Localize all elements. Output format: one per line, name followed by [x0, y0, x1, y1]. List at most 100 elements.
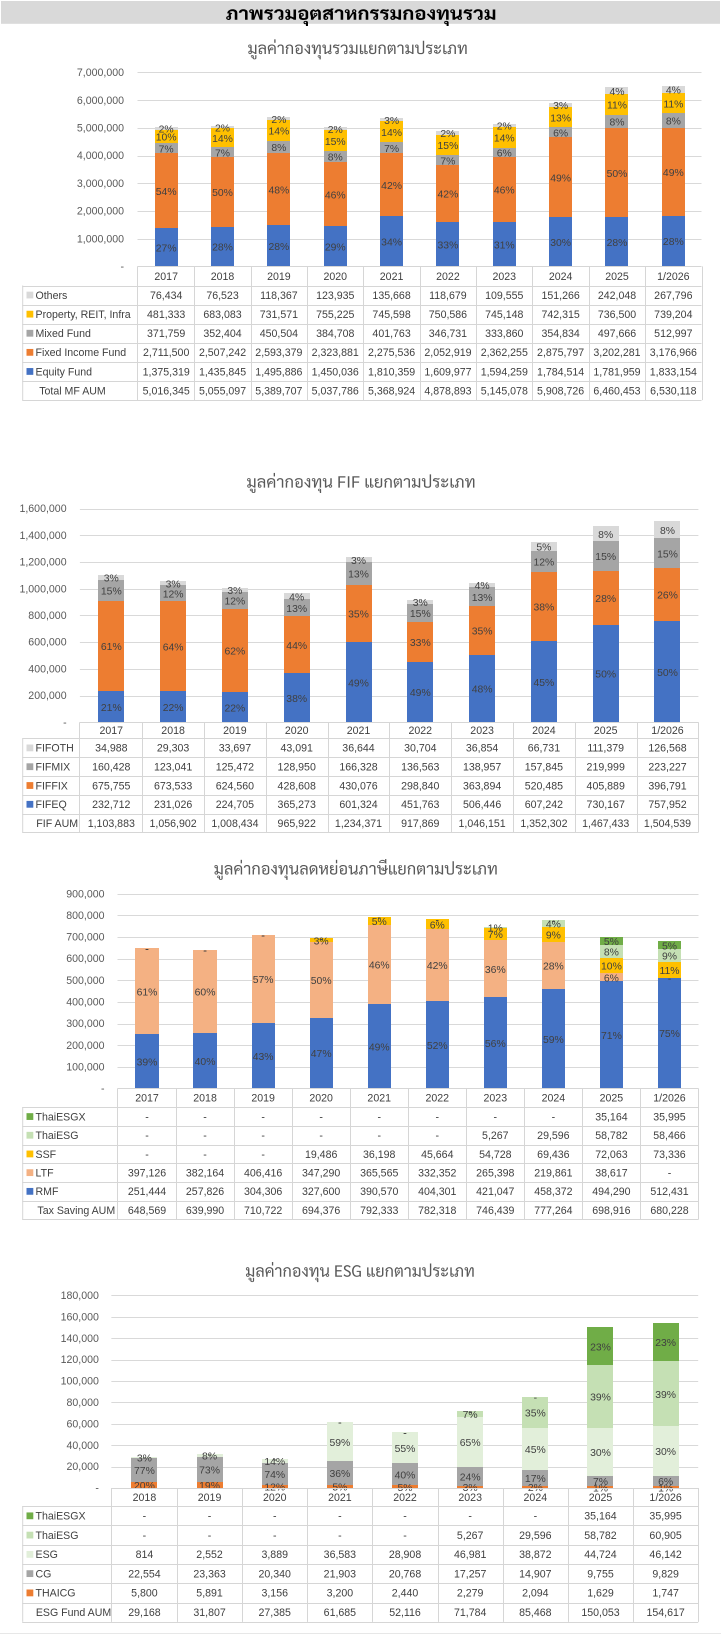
svg-text:-: -: [273, 1530, 277, 1542]
svg-text:481,333: 481,333: [147, 309, 185, 321]
svg-text:450,504: 450,504: [260, 328, 298, 340]
svg-text:2020: 2020: [323, 271, 347, 283]
svg-text:6%: 6%: [430, 920, 445, 931]
svg-text:2021: 2021: [347, 725, 371, 737]
svg-text:29,596: 29,596: [537, 1130, 570, 1142]
svg-text:917,869: 917,869: [401, 818, 439, 830]
svg-text:15%: 15%: [657, 549, 678, 560]
svg-text:23%: 23%: [655, 1338, 676, 1349]
svg-text:100,000: 100,000: [66, 1061, 104, 1073]
svg-text:354,834: 354,834: [541, 328, 579, 340]
svg-text:9,829: 9,829: [652, 1568, 679, 1580]
svg-text:45%: 45%: [525, 1445, 546, 1456]
svg-text:1,810,359: 1,810,359: [368, 366, 415, 378]
svg-text:365,273: 365,273: [278, 799, 316, 811]
svg-text:-: -: [534, 1393, 537, 1404]
svg-text:900,000: 900,000: [66, 888, 104, 900]
svg-text:-: -: [145, 944, 148, 955]
svg-text:33%: 33%: [438, 240, 459, 251]
svg-text:38,617: 38,617: [595, 1167, 628, 1179]
svg-text:-: -: [468, 1511, 472, 1523]
svg-text:-: -: [101, 1083, 105, 1095]
svg-text:-: -: [403, 1511, 407, 1523]
svg-text:600,000: 600,000: [28, 637, 66, 649]
svg-text:74%: 74%: [264, 1470, 285, 1481]
svg-text:35,164: 35,164: [584, 1511, 617, 1523]
svg-text:20,000: 20,000: [66, 1461, 99, 1473]
svg-text:160,000: 160,000: [61, 1311, 99, 1323]
svg-text:-: -: [203, 1130, 207, 1142]
svg-text:-: -: [261, 1149, 265, 1161]
svg-text:50%: 50%: [212, 188, 233, 199]
svg-text:607,242: 607,242: [525, 799, 563, 811]
svg-text:20,768: 20,768: [389, 1568, 422, 1580]
svg-text:Property, REIT, Infra: Property, REIT, Infra: [36, 309, 131, 321]
svg-text:8%: 8%: [604, 947, 619, 958]
svg-text:9%: 9%: [546, 930, 561, 941]
svg-text:118,679: 118,679: [429, 290, 467, 302]
svg-text:1,435,845: 1,435,845: [199, 366, 246, 378]
svg-text:29,596: 29,596: [519, 1530, 552, 1542]
svg-text:219,861: 219,861: [534, 1167, 572, 1179]
svg-text:-: -: [208, 1511, 212, 1523]
svg-text:66,731: 66,731: [528, 743, 561, 755]
svg-text:123,041: 123,041: [154, 762, 192, 774]
svg-text:20%: 20%: [134, 1481, 155, 1492]
svg-text:56%: 56%: [485, 1039, 506, 1050]
svg-text:2,362,255: 2,362,255: [481, 347, 528, 359]
svg-text:401,763: 401,763: [372, 328, 410, 340]
svg-text:-: -: [552, 1111, 556, 1123]
svg-text:58,782: 58,782: [584, 1530, 617, 1542]
svg-text:1,008,434: 1,008,434: [211, 818, 258, 830]
svg-text:62%: 62%: [225, 647, 246, 658]
svg-text:2023: 2023: [470, 725, 494, 737]
svg-text:-: -: [319, 1111, 323, 1123]
svg-text:40%: 40%: [195, 1057, 216, 1068]
svg-text:-: -: [143, 1453, 146, 1464]
svg-text:61%: 61%: [101, 642, 122, 653]
svg-text:3%: 3%: [166, 579, 181, 590]
svg-text:1,747: 1,747: [652, 1588, 679, 1600]
svg-text:7,000,000: 7,000,000: [77, 67, 124, 79]
svg-text:346,731: 346,731: [429, 328, 467, 340]
svg-text:506,446: 506,446: [463, 799, 501, 811]
svg-text:4%: 4%: [609, 87, 624, 98]
svg-text:-: -: [468, 1407, 471, 1418]
svg-text:-: -: [261, 931, 264, 942]
svg-text:2%: 2%: [440, 129, 455, 140]
svg-text:404,301: 404,301: [418, 1186, 456, 1198]
svg-text:5%: 5%: [536, 542, 551, 553]
svg-text:745,598: 745,598: [372, 309, 410, 321]
svg-text:FIFFIX: FIFFIX: [36, 780, 68, 792]
svg-text:265,398: 265,398: [476, 1167, 514, 1179]
svg-text:267,796: 267,796: [654, 290, 692, 302]
svg-text:2017: 2017: [135, 1093, 159, 1105]
svg-text:7%: 7%: [593, 1477, 608, 1488]
svg-text:600,000: 600,000: [66, 953, 104, 965]
svg-text:365,565: 365,565: [360, 1167, 398, 1179]
svg-text:38%: 38%: [286, 694, 307, 705]
svg-text:120,000: 120,000: [61, 1354, 99, 1366]
svg-text:14%: 14%: [381, 128, 402, 139]
svg-text:5,891: 5,891: [196, 1588, 223, 1600]
svg-text:2022: 2022: [393, 1492, 417, 1504]
svg-text:44,724: 44,724: [584, 1549, 617, 1561]
svg-text:46,142: 46,142: [649, 1549, 682, 1561]
svg-text:46%: 46%: [369, 961, 390, 972]
svg-text:8%: 8%: [202, 1452, 217, 1463]
svg-text:800,000: 800,000: [66, 910, 104, 922]
svg-text:5,037,786: 5,037,786: [312, 385, 359, 397]
svg-text:231,026: 231,026: [154, 799, 192, 811]
svg-text:430,076: 430,076: [339, 780, 377, 792]
svg-text:3%: 3%: [104, 573, 119, 584]
svg-text:Total MF AUM: Total MF AUM: [39, 385, 106, 397]
svg-text:5%: 5%: [372, 917, 387, 928]
svg-text:11%: 11%: [663, 99, 683, 110]
svg-text:ESG: ESG: [36, 1549, 58, 1561]
svg-text:46%: 46%: [494, 186, 515, 197]
svg-text:2020: 2020: [309, 1093, 333, 1105]
svg-text:-: -: [143, 1453, 146, 1464]
svg-text:33,697: 33,697: [219, 743, 252, 755]
svg-text:6%: 6%: [497, 148, 512, 159]
svg-text:2,094: 2,094: [522, 1588, 549, 1600]
